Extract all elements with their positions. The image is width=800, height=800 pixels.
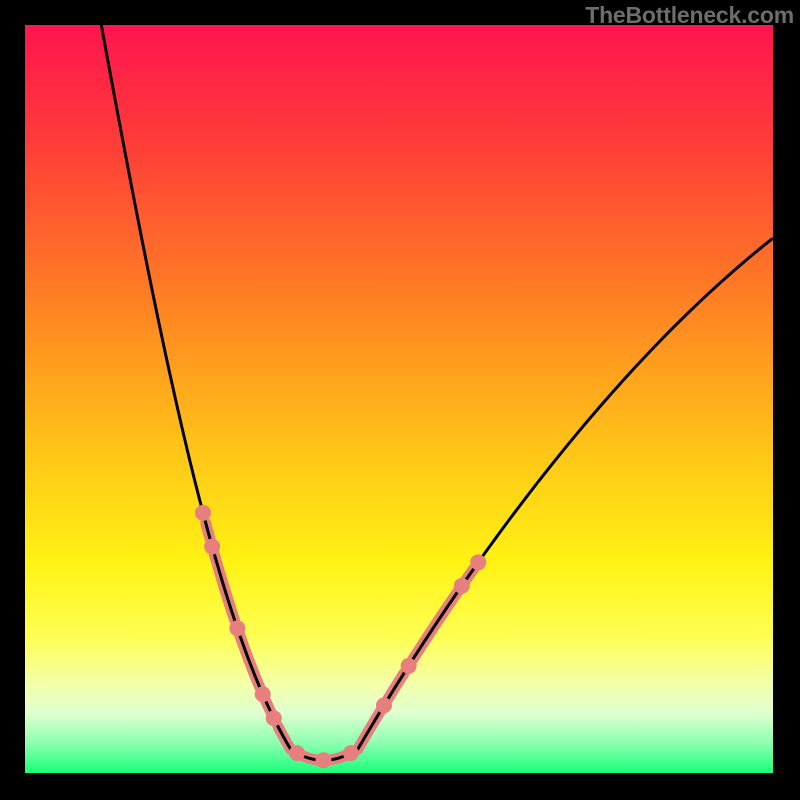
marker-dot bbox=[195, 505, 211, 521]
marker-dot bbox=[401, 658, 417, 674]
figure-root: TheBottleneck.com bbox=[0, 0, 800, 800]
marker-dot bbox=[315, 752, 331, 768]
marker-dot bbox=[343, 745, 359, 761]
plot-svg bbox=[25, 25, 773, 773]
marker-dot bbox=[255, 686, 271, 702]
marker-dot bbox=[266, 710, 282, 726]
marker-dot bbox=[289, 745, 305, 761]
marker-dot bbox=[204, 539, 220, 555]
marker-dot bbox=[470, 554, 486, 570]
plot-background bbox=[25, 25, 773, 773]
marker-dot bbox=[229, 620, 245, 636]
marker-dot bbox=[376, 697, 392, 713]
marker-dot bbox=[454, 578, 470, 594]
